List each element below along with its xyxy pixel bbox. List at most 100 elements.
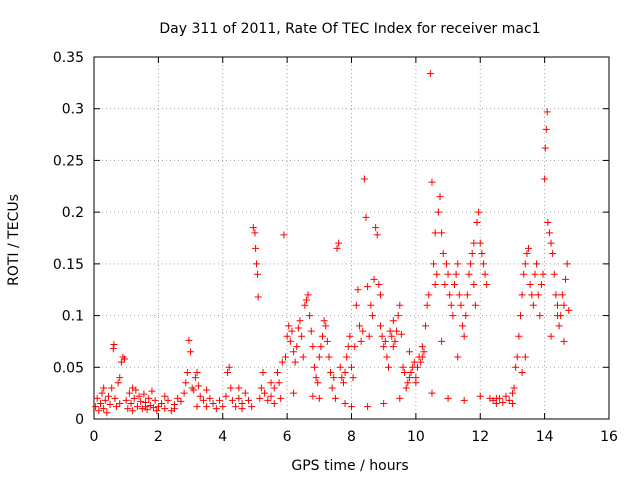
data-point	[282, 353, 290, 361]
data-point	[267, 392, 275, 400]
data-point	[441, 281, 449, 289]
data-point	[552, 291, 560, 299]
data-point	[110, 341, 118, 349]
data-point	[323, 337, 331, 345]
data-point	[346, 332, 354, 340]
data-point	[224, 368, 232, 376]
data-point	[343, 353, 351, 361]
data-point	[348, 363, 355, 371]
data-point	[330, 374, 338, 382]
data-point	[151, 396, 159, 404]
data-point	[467, 260, 475, 268]
data-point	[360, 175, 368, 183]
x-tick-label: 4	[218, 429, 227, 445]
data-point	[270, 399, 278, 407]
data-point	[327, 368, 335, 376]
data-point	[164, 396, 172, 404]
data-point	[314, 379, 322, 387]
data-point	[471, 301, 479, 309]
data-point	[547, 332, 555, 340]
data-point	[383, 353, 391, 361]
data-point	[483, 281, 491, 289]
data-point	[534, 291, 542, 299]
data-point	[428, 389, 436, 397]
data-point	[299, 353, 307, 361]
data-point	[533, 260, 541, 268]
data-point	[296, 317, 304, 325]
data-point	[109, 345, 117, 353]
data-point	[193, 368, 201, 376]
data-point	[301, 301, 309, 309]
data-point	[203, 386, 211, 394]
tick-marks	[93, 56, 610, 420]
data-point	[436, 193, 444, 201]
data-point	[401, 368, 409, 376]
data-point	[394, 312, 402, 320]
data-point	[127, 399, 135, 407]
data-point	[319, 332, 327, 340]
data-point	[116, 374, 124, 382]
y-tick-label: 0.05	[53, 360, 84, 376]
data-point	[150, 404, 158, 412]
data-point	[199, 396, 207, 404]
data-point	[508, 399, 516, 407]
data-point	[542, 125, 550, 133]
data-points	[92, 70, 573, 417]
data-point	[100, 405, 108, 413]
data-point	[302, 296, 310, 304]
data-point	[388, 332, 396, 340]
data-point	[161, 405, 169, 413]
data-point	[232, 403, 240, 411]
data-point	[336, 363, 344, 371]
data-point	[129, 384, 137, 392]
x-tick-label: 16	[600, 429, 618, 445]
data-point	[428, 178, 436, 186]
data-point	[95, 407, 103, 415]
data-point	[438, 337, 446, 345]
data-point	[245, 396, 252, 404]
data-point	[101, 396, 109, 404]
data-point	[465, 270, 473, 278]
data-point	[283, 332, 291, 340]
x-tick-label: 8	[347, 429, 356, 445]
data-point	[264, 396, 272, 404]
data-point	[513, 353, 521, 361]
data-point	[216, 396, 224, 404]
data-point	[273, 368, 281, 376]
data-point	[430, 260, 438, 268]
y-tick-label: 0.35	[53, 50, 84, 66]
data-point	[209, 399, 217, 407]
data-point	[426, 70, 434, 78]
data-point	[386, 327, 394, 335]
data-point	[187, 348, 195, 356]
data-point	[378, 332, 386, 340]
data-point	[372, 224, 380, 232]
data-point	[261, 389, 269, 397]
data-point	[185, 336, 193, 344]
data-point	[170, 405, 178, 413]
data-point	[180, 389, 188, 397]
data-point	[290, 389, 298, 397]
data-point	[370, 275, 378, 283]
data-point	[373, 231, 381, 239]
data-point	[560, 301, 568, 309]
data-point	[447, 301, 455, 309]
data-point	[470, 281, 478, 289]
data-point	[468, 250, 476, 258]
data-point	[315, 394, 323, 402]
data-point	[515, 332, 523, 340]
data-point	[203, 403, 211, 411]
data-point	[478, 250, 486, 258]
data-point	[505, 396, 513, 404]
data-point	[399, 363, 407, 371]
data-point	[376, 291, 384, 299]
data-point	[525, 244, 533, 252]
data-point	[547, 239, 555, 247]
data-point	[285, 322, 293, 330]
data-point	[554, 301, 561, 309]
data-point	[444, 394, 452, 402]
data-point	[368, 312, 376, 320]
data-point	[402, 384, 410, 392]
data-point	[104, 392, 112, 400]
